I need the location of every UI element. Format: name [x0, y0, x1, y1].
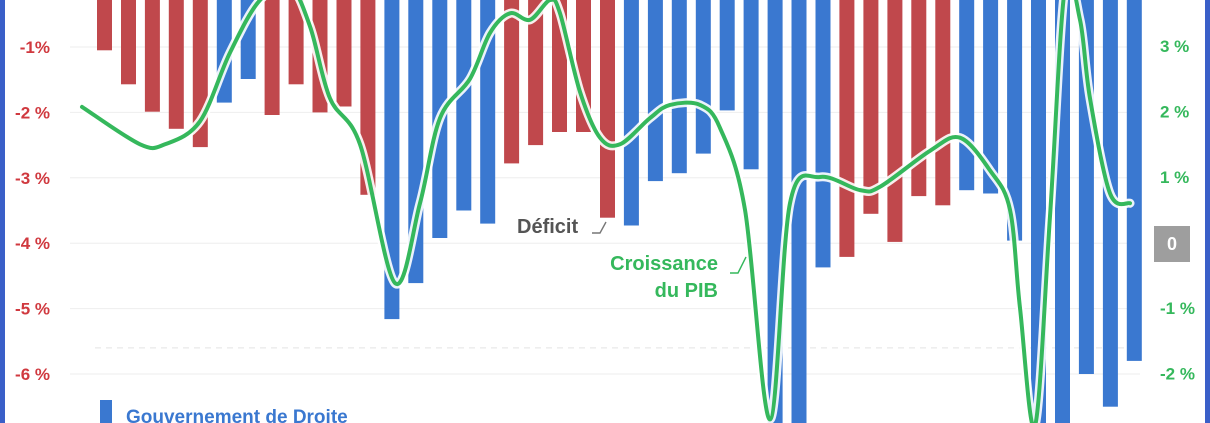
deficit-bar-13	[384, 0, 400, 320]
legend-label-right: Gouvernement de Droite	[126, 407, 348, 423]
deficit-bar-28	[743, 0, 759, 170]
deficit-bar-8	[264, 0, 280, 115]
deficit-bar-34	[887, 0, 903, 242]
left-tick-label: -1%	[20, 38, 50, 57]
left-axis: -1% -2 % -3 % -4 % -5 % -6 %	[15, 38, 50, 384]
zero-badge-label: 0	[1167, 234, 1177, 254]
right-tick-label: -1 %	[1160, 299, 1195, 318]
deficit-bar-25	[671, 0, 687, 174]
deficit-bar-32	[839, 0, 855, 257]
deficit-bar-31	[815, 0, 831, 268]
deficit-bar-43	[1102, 0, 1118, 407]
growth-line	[80, 0, 1132, 423]
deficit-bars	[97, 0, 1142, 423]
zero-badge	[1154, 226, 1190, 262]
deficit-bar-38	[983, 0, 999, 194]
left-tick-label: -2 %	[15, 103, 50, 122]
left-frame-border	[0, 0, 5, 423]
deficit-bar-30	[791, 0, 807, 423]
deficit-bar-4	[168, 0, 184, 129]
deficit-bar-3	[144, 0, 160, 112]
legend-swatch-right	[100, 400, 112, 423]
right-frame-border	[1205, 0, 1210, 423]
deficit-bar-44	[1126, 0, 1142, 361]
deficit-bar-33	[863, 0, 879, 214]
deficit-annotation: Déficit	[517, 216, 578, 238]
growth-annotation-line1: Croissance	[610, 253, 718, 275]
growth-annotation-leader	[730, 256, 747, 274]
deficit-bar-18	[504, 0, 520, 164]
deficit-bar-19	[528, 0, 544, 146]
deficit-bar-24	[647, 0, 663, 182]
deficit-bar-1	[97, 0, 112, 51]
deficit-bar-39	[1007, 0, 1023, 241]
gdp-growth-series	[77, 0, 1135, 423]
right-tick-label: 1 %	[1160, 168, 1189, 187]
left-tick-label: -5 %	[15, 300, 50, 319]
left-tick-label: -4 %	[15, 234, 50, 253]
deficit-bar-27	[719, 0, 735, 111]
deficit-bar-37	[959, 0, 975, 191]
growth-annotation-line2: du PIB	[655, 280, 718, 302]
deficit-annotation-leader	[592, 221, 607, 234]
deficit-bar-16	[456, 0, 472, 211]
left-tick-label: -6 %	[15, 365, 50, 384]
deficit-bar-26	[695, 0, 711, 154]
left-tick-label: -3 %	[15, 169, 50, 188]
right-tick-label: 2 %	[1160, 103, 1189, 122]
deficit-bar-23	[623, 0, 639, 226]
deficit-bar-35	[911, 0, 927, 197]
right-tick-label: -2 %	[1160, 365, 1195, 384]
deficit-bar-36	[935, 0, 951, 206]
deficit-bar-22	[600, 0, 615, 218]
deficit-bar-11	[336, 0, 352, 107]
right-tick-label: 3 %	[1160, 37, 1189, 56]
deficit-bar-2	[121, 0, 136, 85]
right-axis: 3 % 2 % 1 % -1 % -2 %	[1160, 37, 1195, 384]
deficit-bar-9	[288, 0, 304, 85]
